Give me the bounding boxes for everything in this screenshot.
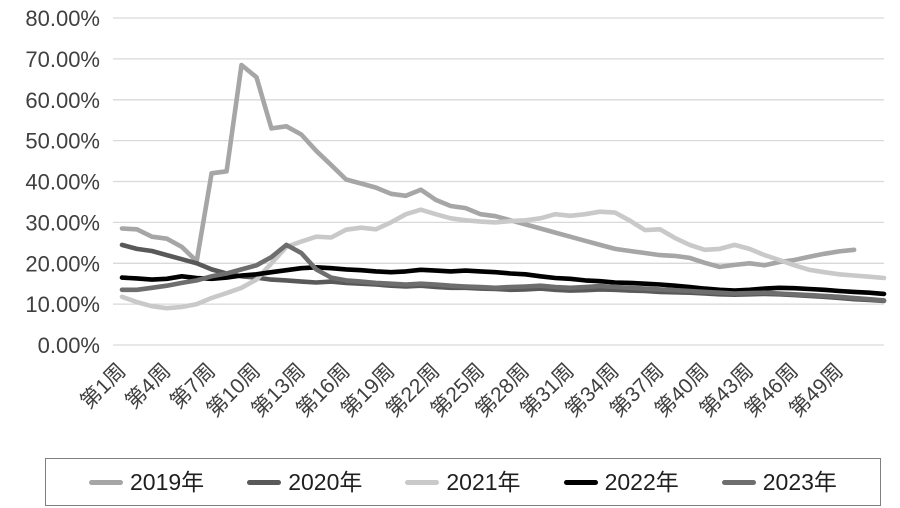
legend-swatch-2021 (405, 479, 440, 485)
y-axis-tick-label: 30.00% (25, 210, 100, 235)
y-axis-tick-label: 60.00% (25, 88, 100, 113)
legend-swatch-2020 (247, 479, 282, 485)
legend-item-2022: 2022年 (563, 468, 679, 495)
plot-area: 80.00% 70.00% 60.00% 50.00% 40.00% 30.00% 20.0… (25, 6, 887, 422)
legend-swatch-2019 (89, 479, 124, 485)
legend-label-2021: 2021年 (446, 468, 521, 495)
legend-item-2019: 2019年 (89, 468, 205, 495)
legend-swatch-2023 (721, 479, 756, 485)
y-axis-tick-label: 70.00% (25, 47, 100, 72)
y-axis-tick-label: 50.00% (25, 129, 100, 154)
legend-label-2019: 2019年 (130, 468, 205, 495)
legend-label-2020: 2020年 (288, 468, 363, 495)
series-line-2023 (119, 242, 887, 303)
series-line-2021 (119, 207, 887, 311)
x-axis-tick-label: 第1周 (76, 359, 130, 413)
y-axis-tick-label: 0.00% (38, 333, 100, 358)
y-axis-tick-label: 40.00% (25, 170, 100, 195)
chart-legend: 2019年 2020年 2021年 2022年 2023年 (45, 458, 881, 506)
legend-label-2023: 2023年 (762, 468, 837, 495)
legend-swatch-2022 (563, 479, 598, 485)
y-axis-tick-label: 10.00% (25, 292, 100, 317)
legend-label-2022: 2022年 (604, 468, 679, 495)
legend-item-2020: 2020年 (247, 468, 363, 495)
x-axis-tick-label: 第4周 (121, 359, 175, 413)
y-axis-tick-label: 20.00% (25, 251, 100, 276)
y-axis-tick-label: 80.00% (25, 6, 100, 31)
series-line-2022 (119, 264, 887, 297)
series-line-2019 (119, 62, 857, 270)
legend-item-2021: 2021年 (405, 468, 521, 495)
legend-item-2023: 2023年 (721, 468, 837, 495)
